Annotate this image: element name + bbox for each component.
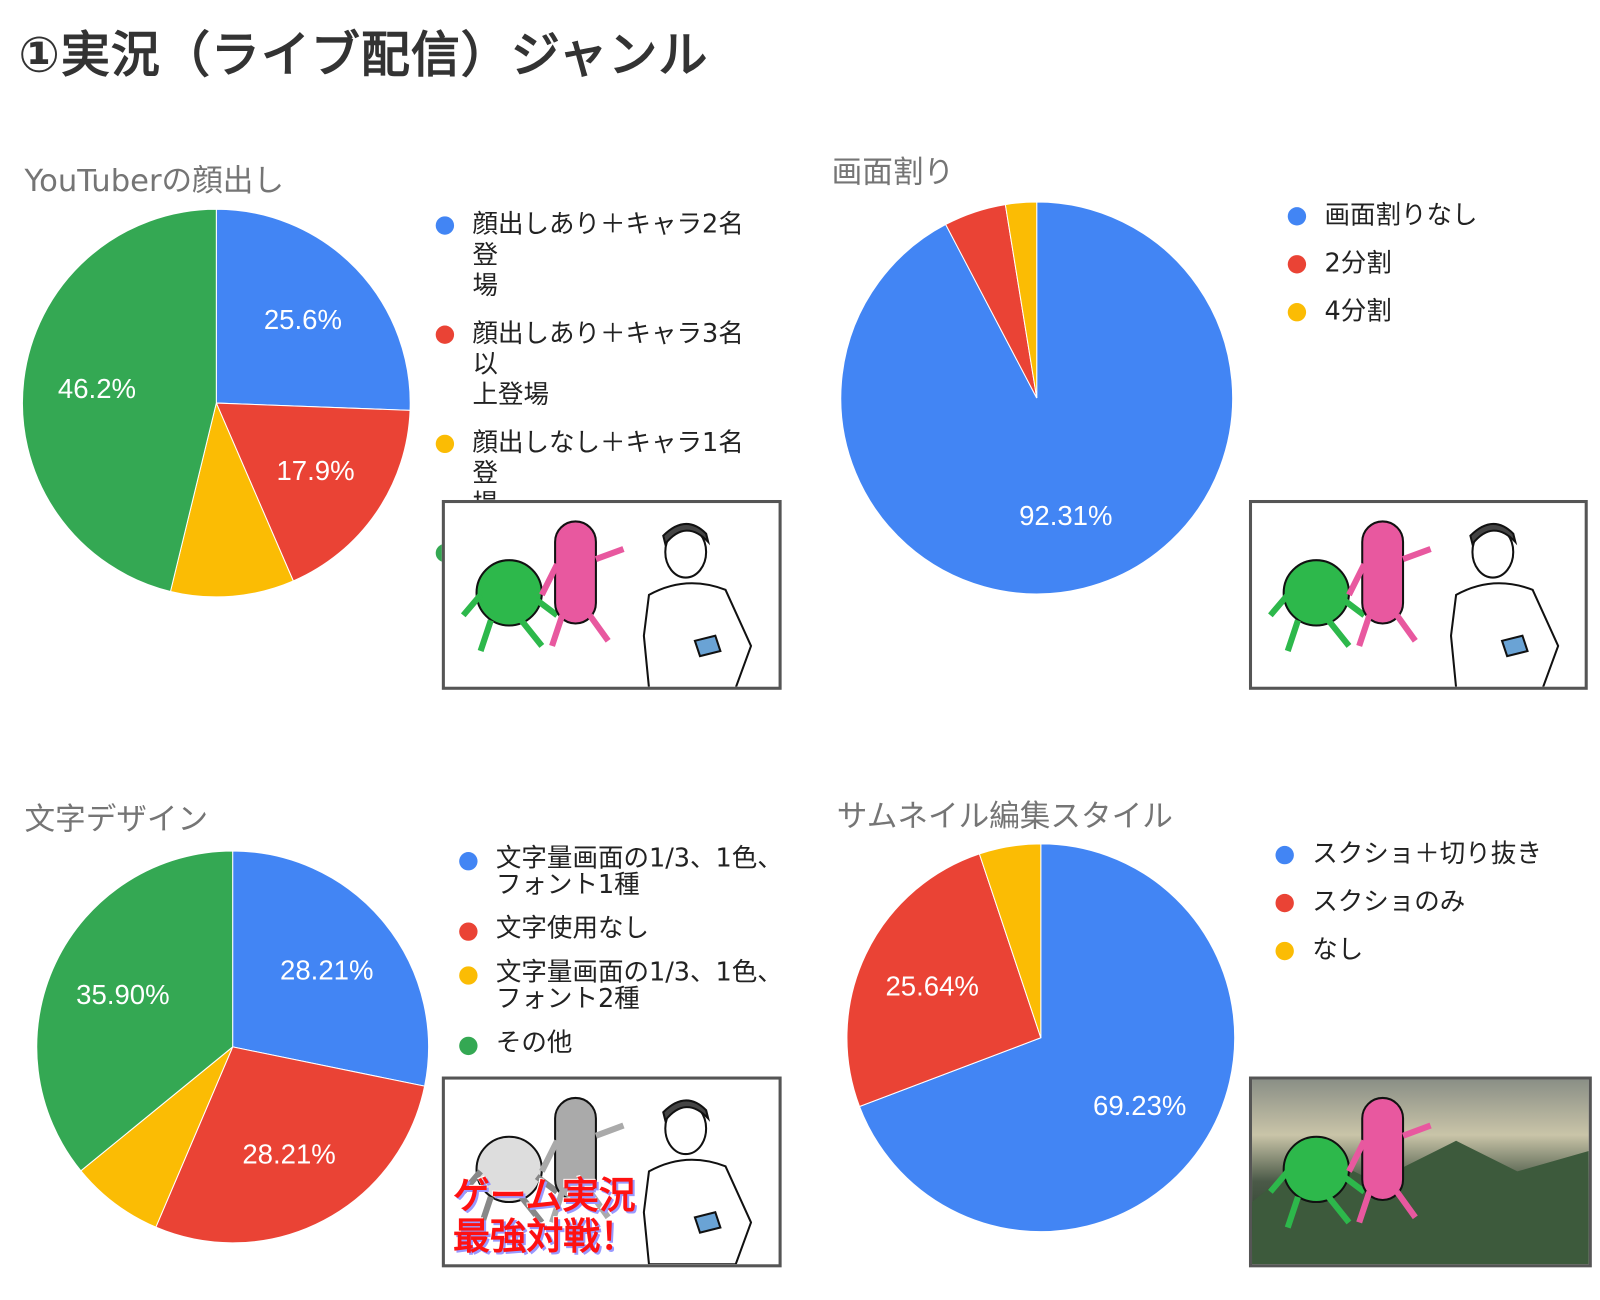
- chart-title-face: YouTuberの顔出し: [24, 163, 285, 199]
- thumbnail-photo-mountain: [1248, 1076, 1592, 1268]
- legend-dot-icon: [1287, 255, 1307, 274]
- legend-label: その他: [495, 1027, 573, 1058]
- legend-label: 文字使用なし: [495, 913, 649, 943]
- slice-data-label: 25.6%: [264, 304, 342, 335]
- thumbnail-overlay-text: ゲーム実況 最強対戦！: [453, 1175, 637, 1259]
- game-controller-icon: [693, 1211, 722, 1234]
- legend-item[interactable]: スクショのみ: [1275, 886, 1592, 918]
- legend-dot-icon: [1287, 207, 1307, 226]
- slice-data-label: 35.90%: [76, 979, 169, 1010]
- legend-item[interactable]: スクショ＋切り抜き: [1275, 838, 1592, 870]
- legend-thumbnail-style: スクショ＋切り抜き スクショのみ なし: [1275, 838, 1592, 983]
- legend-item[interactable]: 顔出しあり＋キャラ3名以 上登場: [435, 318, 763, 410]
- legend-dot-icon: [435, 325, 455, 344]
- legend-split: 画面割りなし 2分割 4分割: [1287, 199, 1584, 344]
- green-ball-character: [1282, 1135, 1350, 1204]
- slice-data-label: 28.21%: [242, 1139, 335, 1170]
- man-body: [642, 1158, 753, 1265]
- slice-data-label: 92.31%: [1019, 500, 1112, 531]
- pie-slice-2[interactable]: [978, 843, 1042, 1038]
- pie-slice-0[interactable]: [232, 850, 430, 1087]
- legend-text-design: 文字量画面の1/3、1色、 フォント1種文字使用なし文字量画面の1/3、1色、 …: [459, 842, 786, 1074]
- legend-item[interactable]: なし: [1275, 934, 1592, 966]
- slice-data-label: 46.2%: [58, 373, 136, 404]
- legend-dot-icon: [459, 1036, 478, 1056]
- pie-slice-0[interactable]: [858, 843, 1236, 1233]
- legend-label: スクショ＋切り抜き: [1312, 838, 1542, 869]
- pie-slice-0[interactable]: [215, 208, 411, 411]
- pie-chart-split: 92.31%: [840, 201, 1234, 595]
- legend-label: 顔出しあり＋キャラ2名登 場: [472, 209, 744, 300]
- pink-pill-character: [1361, 520, 1405, 625]
- overlay-line-1: ゲーム実況: [453, 1175, 636, 1218]
- legend-label: 顔出しあり＋キャラ3名以 上登場: [472, 318, 744, 410]
- pie-slice-2[interactable]: [169, 401, 294, 598]
- slice-data-label: 25.64%: [885, 970, 978, 1001]
- slice-data-label: 69.23%: [1093, 1090, 1186, 1121]
- legend-label: 4分割: [1324, 295, 1392, 326]
- pie-slice-3[interactable]: [36, 850, 234, 1172]
- chart-title-text-design: 文字デザイン: [24, 802, 209, 838]
- legend-dot-icon: [1287, 303, 1307, 322]
- pie-slice-2[interactable]: [1004, 201, 1038, 399]
- thumbnail-illustration-1: [441, 499, 782, 690]
- pink-pill-character: [554, 520, 597, 625]
- legend-item[interactable]: 画面割りなし: [1287, 199, 1584, 231]
- legend-item[interactable]: 文字量画面の1/3、1色、 フォント2種: [459, 959, 786, 1012]
- legend-label: 画面割りなし: [1324, 199, 1478, 230]
- thumbnail-illustration-3: ゲーム実況 最強対戦！: [441, 1076, 782, 1268]
- slice-data-label: 28.21%: [280, 954, 373, 985]
- pie-chart-text-design: 28.21% 28.21% 35.90%: [36, 850, 430, 1244]
- pie-slice-1[interactable]: [846, 853, 1042, 1108]
- pie-chart-face: 25.6% 17.9% 46.2%: [22, 208, 411, 598]
- green-ball-character: [475, 559, 543, 627]
- legend-item[interactable]: その他: [459, 1027, 786, 1058]
- chart-title-split: 画面割り: [831, 155, 955, 191]
- pie-slice-1[interactable]: [215, 402, 411, 582]
- green-ball-character: [1282, 559, 1350, 627]
- pie-chart-thumbnail-style: 69.23% 25.64%: [846, 843, 1236, 1233]
- chart-title-thumbnail-style: サムネイル編集スタイル: [836, 798, 1173, 835]
- legend-label: なし: [1312, 934, 1364, 965]
- overlay-line-2: 最強対戦！: [453, 1216, 637, 1259]
- pie-slice-2[interactable]: [80, 1046, 234, 1228]
- pie-slice-1[interactable]: [155, 1046, 426, 1244]
- game-controller-icon: [693, 634, 722, 658]
- legend-dot-icon: [459, 852, 478, 871]
- game-controller-icon: [1500, 634, 1529, 658]
- legend-label: スクショのみ: [1312, 886, 1466, 917]
- legend-item[interactable]: 4分割: [1287, 295, 1584, 327]
- legend-item[interactable]: 文字使用なし: [459, 915, 786, 942]
- legend-item[interactable]: 2分割: [1287, 247, 1584, 279]
- legend-dot-icon: [459, 966, 478, 985]
- legend-label: 文字量画面の1/3、1色、 フォント2種: [495, 957, 783, 1014]
- legend-dot-icon: [1275, 941, 1294, 961]
- legend-item[interactable]: 顔出しあり＋キャラ2名登 場: [435, 209, 763, 301]
- legend-label: 2分割: [1324, 247, 1392, 278]
- legend-item[interactable]: 文字量画面の1/3、1色、 フォント1種: [459, 842, 786, 899]
- pie-slice-3[interactable]: [22, 208, 217, 593]
- thumbnail-illustration-2: [1248, 499, 1588, 690]
- legend-dot-icon: [1275, 845, 1294, 865]
- slice-data-label: 17.9%: [276, 455, 354, 486]
- man-body: [1449, 582, 1560, 687]
- legend-dot-icon: [435, 216, 455, 235]
- page-title: ①実況（ライブ配信）ジャンル: [18, 26, 709, 84]
- legend-dot-icon: [435, 434, 455, 454]
- legend-dot-icon: [459, 922, 478, 941]
- legend-dot-icon: [1275, 893, 1294, 913]
- pink-pill-character: [1361, 1096, 1405, 1202]
- man-body: [642, 582, 753, 687]
- legend-label: 文字量画面の1/3、1色、 フォント1種: [495, 842, 783, 899]
